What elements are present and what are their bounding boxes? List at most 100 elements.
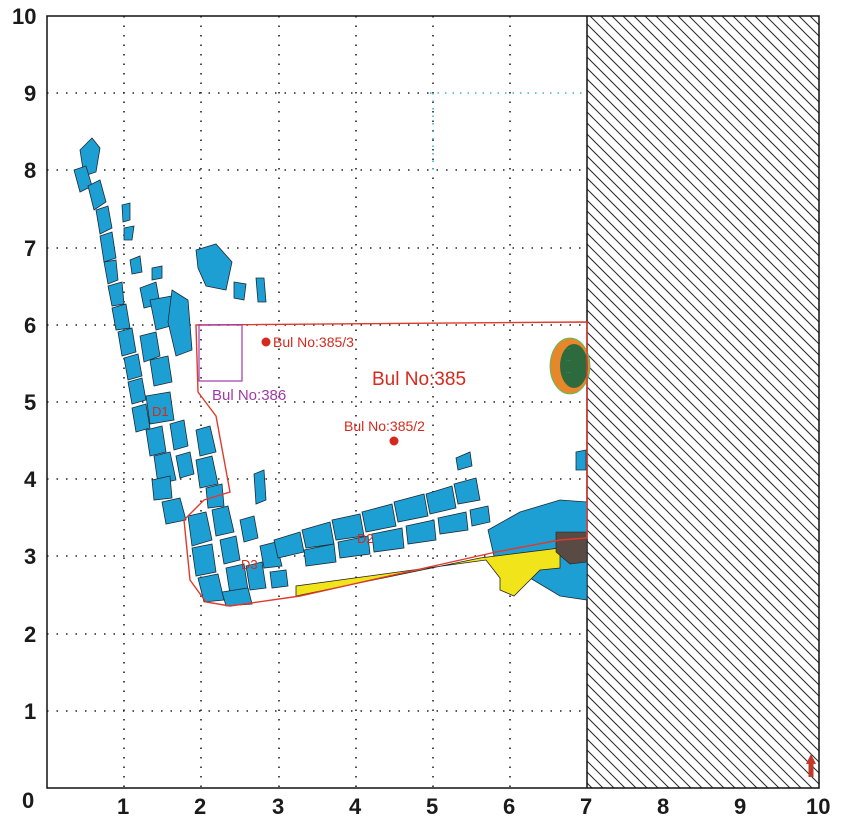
wall-d1-label: D1 <box>152 404 169 419</box>
find-385-3-label: Bul No:385/3 <box>273 334 354 350</box>
hatch-line <box>587 584 791 788</box>
hatch-line <box>587 375 819 609</box>
hatch-line <box>587 397 819 631</box>
hatch-line <box>633 16 819 202</box>
x-axis-labels: 1 2 3 4 5 6 7 8 9 10 <box>117 794 830 819</box>
x-tick-label: 7 <box>580 794 592 819</box>
hatch-line <box>587 474 819 708</box>
hatch-line <box>587 199 819 433</box>
hatch-line <box>587 683 692 788</box>
hatch-line <box>587 210 819 444</box>
hatch-line <box>587 364 819 598</box>
hatch-line <box>587 23 819 257</box>
y-tick-label: 4 <box>24 467 37 492</box>
hatch-line <box>587 353 819 587</box>
find-385-3-dot-icon <box>261 337 271 347</box>
svg-text:···: ··· <box>566 346 571 352</box>
svg-text:···: ··· <box>566 370 571 376</box>
hatch-line <box>587 595 780 788</box>
hatch-line <box>587 628 747 788</box>
x-tick-label: 3 <box>272 794 284 819</box>
hatch-line <box>587 452 819 686</box>
hatch-line <box>587 320 819 554</box>
square-386-label: Bul No:386 <box>212 387 286 404</box>
hatch-line <box>821 16 841 796</box>
hatch-line <box>587 661 714 788</box>
hatch-line <box>0 16 567 796</box>
hatch-line <box>587 265 819 499</box>
hatch-line <box>587 67 819 301</box>
y-tick-label: 6 <box>24 313 36 338</box>
hatch-line <box>587 133 819 367</box>
plan-frame <box>46 15 820 789</box>
y-tick-label: 5 <box>24 390 36 415</box>
round-feature-group: ··· ··· ··· <box>549 337 591 395</box>
hatch-line <box>710 16 819 125</box>
hatch-line <box>0 16 578 796</box>
hatch-line <box>587 562 813 788</box>
hatch-line <box>587 694 681 788</box>
square-386-outline <box>198 324 243 382</box>
hatch-line <box>587 518 819 752</box>
x-tick-label: 4 <box>349 794 362 819</box>
hatch-line <box>587 232 819 466</box>
hatch-line <box>587 606 769 788</box>
svg-text:···: ··· <box>566 358 571 364</box>
hatch-line <box>611 16 819 224</box>
wall-d3-label: D3 <box>241 557 258 572</box>
y-tick-label: 1 <box>24 699 36 724</box>
hatch-line <box>587 144 819 378</box>
hatch-line <box>600 16 819 235</box>
hatch-line <box>587 177 819 411</box>
hatch-line <box>587 496 819 730</box>
hatch-line <box>587 243 819 477</box>
hatch-line <box>587 78 819 312</box>
hatch-line <box>587 111 819 345</box>
hatch-line <box>622 16 819 213</box>
hatch-line <box>587 617 758 788</box>
y-tick-label: 7 <box>24 236 36 261</box>
hatch-line <box>587 540 819 774</box>
hatch-line <box>587 771 604 788</box>
unexcavated-hatched-area <box>0 16 841 796</box>
y-tick-label: 9 <box>24 81 36 106</box>
hatch-line <box>776 16 819 59</box>
x-tick-label: 2 <box>194 794 206 819</box>
hatch-line <box>587 463 819 697</box>
hatch-line <box>587 529 819 763</box>
hatch-line <box>587 705 670 788</box>
hatch-line <box>677 16 819 158</box>
hatch-line <box>587 309 819 543</box>
find-385-2-dot-icon <box>389 436 399 446</box>
trench-385-label: Bul No:385 <box>372 369 466 390</box>
hatch-line <box>587 716 659 788</box>
wall-d1-stones <box>73 137 267 525</box>
yellow-deposit <box>295 547 561 597</box>
find-385-2-label: Bul No:385/2 <box>344 418 425 434</box>
hatch-line <box>587 298 819 532</box>
hatch-line <box>587 573 802 788</box>
hatch-line <box>688 16 819 147</box>
hatch-line <box>754 16 819 81</box>
x-tick-label: 8 <box>657 794 669 819</box>
origin-label: 0 <box>22 788 34 813</box>
y-axis-labels: 0 1 2 3 4 5 6 7 8 9 10 <box>12 4 37 813</box>
hatch-line <box>587 34 819 268</box>
hatch-line <box>587 342 819 576</box>
hatch-line <box>587 419 819 653</box>
hatch-line <box>587 188 819 422</box>
hatch-line <box>587 100 819 334</box>
hatch-line <box>587 749 626 788</box>
wall-d2-d3-stones <box>187 449 588 607</box>
hatch-line <box>587 408 819 642</box>
hatch-line <box>0 16 589 796</box>
x-tick-label: 9 <box>734 794 746 819</box>
hatch-line <box>587 122 819 356</box>
hatch-line <box>587 276 819 510</box>
x-tick-label: 5 <box>426 794 438 819</box>
wall-d2-label: D2 <box>357 531 374 546</box>
hatch-line <box>587 441 819 675</box>
grid-lines <box>47 16 587 788</box>
y-tick-label: 10 <box>12 4 36 29</box>
